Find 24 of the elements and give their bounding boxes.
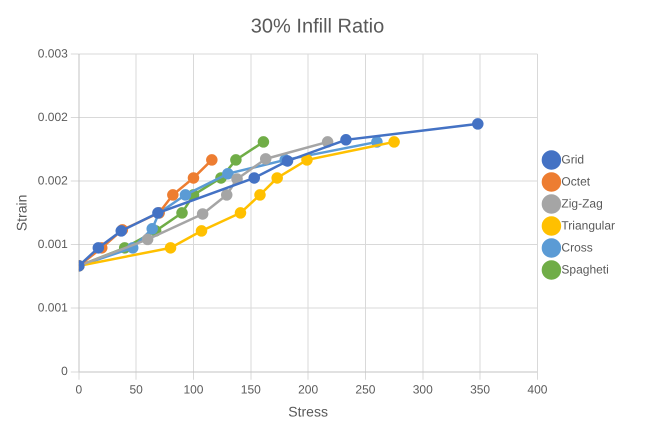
x-tick-label: 0 [75,382,82,396]
legend-label: Octet [561,174,591,188]
legend-label: Grid [561,152,584,166]
legend-label: Spagheti [561,262,609,276]
x-tick-label: 250 [355,382,376,396]
y-tick-label: 0.003 [38,46,68,60]
x-tick-label: 400 [527,382,548,396]
y-tick-label: 0.001 [38,300,68,315]
y-tick-label: 0.002 [38,173,68,188]
x-tick-label: 300 [412,382,434,396]
x-tick-label: 50 [129,382,144,396]
x-tick-label: 100 [183,382,204,396]
y-tick-label: 0.002 [38,110,68,124]
x-tick-label: 150 [240,382,262,396]
x-tick-label: 350 [470,382,490,396]
legend-label: Zig-Zag [561,196,603,210]
y-tick-label: 0.001 [38,236,68,251]
legend-label: Triangular [561,218,616,232]
x-tick-label: 200 [298,382,318,396]
x-axis-title: Stress [288,403,328,420]
chart-title: 30% Infill Ratio [250,16,384,38]
y-axis-title: Strain [13,194,30,232]
legend-label: Cross [561,240,593,254]
y-tick-label: 0 [61,364,68,378]
